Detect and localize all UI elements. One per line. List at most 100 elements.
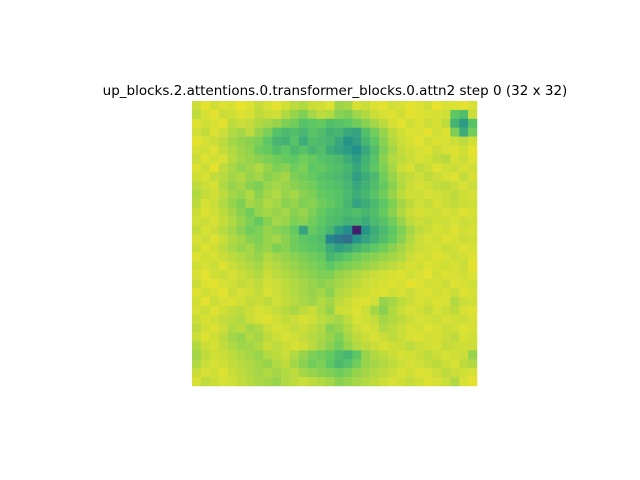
heatmap-cell <box>343 332 353 342</box>
heatmap-cell <box>307 252 317 262</box>
heatmap-cell <box>432 145 442 155</box>
heatmap-cell <box>387 288 398 298</box>
heatmap-cell <box>432 207 442 218</box>
heatmap-cell <box>281 207 291 218</box>
heatmap-cell <box>218 296 228 307</box>
heatmap-cell <box>414 332 424 342</box>
heatmap-cell <box>396 261 406 271</box>
heatmap-cell <box>200 332 211 342</box>
heatmap-cell <box>334 341 344 351</box>
heatmap-cell <box>352 261 362 271</box>
heatmap-cell <box>200 323 211 333</box>
heatmap-cell <box>307 368 317 378</box>
heatmap-cell <box>192 172 202 182</box>
heatmap-cell <box>334 234 344 244</box>
heatmap-cell <box>343 323 353 333</box>
heatmap-cell <box>289 181 300 191</box>
heatmap-cell <box>281 261 291 271</box>
heatmap-cell <box>343 279 353 289</box>
heatmap-cell <box>396 252 406 262</box>
heatmap-cell <box>254 332 264 342</box>
heatmap-cell <box>414 341 424 351</box>
heatmap-cell <box>334 359 344 369</box>
heatmap-cell <box>254 190 264 200</box>
heatmap-cell <box>245 198 255 209</box>
heatmap-cell <box>405 207 415 218</box>
heatmap-cell <box>450 225 460 235</box>
heatmap-cell <box>263 172 273 182</box>
heatmap-cell <box>441 136 451 146</box>
heatmap-cell <box>387 163 398 173</box>
heatmap-cell <box>289 341 300 351</box>
heatmap-cell <box>298 225 309 235</box>
heatmap-cell <box>459 207 469 218</box>
heatmap-cell <box>459 216 469 226</box>
heatmap-cell <box>361 216 371 226</box>
heatmap-cell <box>236 305 246 315</box>
heatmap-cell <box>316 377 326 387</box>
heatmap-cell <box>298 216 309 226</box>
heatmap-cell <box>200 101 211 111</box>
heatmap-cell <box>468 163 478 173</box>
heatmap-cell <box>316 341 326 351</box>
heatmap-cell <box>352 359 362 369</box>
heatmap-cell <box>370 163 380 173</box>
heatmap-cell <box>192 296 202 307</box>
heatmap-cell <box>281 109 291 120</box>
heatmap-cell <box>343 207 353 218</box>
heatmap-cell <box>370 145 380 155</box>
heatmap-cell <box>227 109 237 120</box>
heatmap-cell <box>423 172 433 182</box>
heatmap-cell <box>254 323 264 333</box>
heatmap-cell <box>245 181 255 191</box>
heatmap-cell <box>423 332 433 342</box>
heatmap-cell <box>468 252 478 262</box>
heatmap-cell <box>405 225 415 235</box>
heatmap-cell <box>263 350 273 360</box>
heatmap-cell <box>200 252 211 262</box>
heatmap-cell <box>227 234 237 244</box>
heatmap-cell <box>432 341 442 351</box>
heatmap-cell <box>459 234 469 244</box>
heatmap-cell <box>361 296 371 307</box>
heatmap-cell <box>218 261 228 271</box>
heatmap-cell <box>450 270 460 280</box>
heatmap-cell <box>387 332 398 342</box>
heatmap-cell <box>334 332 344 342</box>
heatmap-cell <box>316 198 326 209</box>
heatmap-cell <box>316 127 326 137</box>
heatmap-cell <box>414 181 424 191</box>
heatmap-cell <box>387 154 398 164</box>
heatmap-cell <box>272 314 282 324</box>
heatmap-cell <box>441 216 451 226</box>
heatmap-cell <box>254 314 264 324</box>
heatmap-cell <box>192 350 202 360</box>
heatmap-cell <box>361 136 371 146</box>
heatmap-cell <box>468 341 478 351</box>
heatmap-cell <box>307 118 317 128</box>
heatmap-cell <box>441 270 451 280</box>
heatmap-cell <box>405 198 415 209</box>
heatmap-cell <box>387 377 398 387</box>
heatmap-cell <box>441 350 451 360</box>
heatmap-cell <box>209 296 219 307</box>
heatmap-cell <box>254 252 264 262</box>
heatmap-cell <box>245 136 255 146</box>
heatmap-cell <box>432 101 442 111</box>
heatmap-cell <box>414 172 424 182</box>
heatmap-cell <box>200 305 211 315</box>
heatmap-cell <box>325 198 335 209</box>
heatmap-cell <box>396 234 406 244</box>
heatmap-cell <box>236 198 246 209</box>
heatmap-cell <box>263 314 273 324</box>
heatmap-cell <box>200 190 211 200</box>
heatmap-cell <box>352 234 362 244</box>
heatmap-cell <box>459 198 469 209</box>
heatmap-cell <box>192 252 202 262</box>
heatmap-cell <box>468 279 478 289</box>
heatmap-cell <box>370 136 380 146</box>
heatmap-cell <box>209 323 219 333</box>
heatmap-cell <box>325 101 335 111</box>
heatmap-cell <box>343 270 353 280</box>
heatmap-cell <box>245 243 255 253</box>
